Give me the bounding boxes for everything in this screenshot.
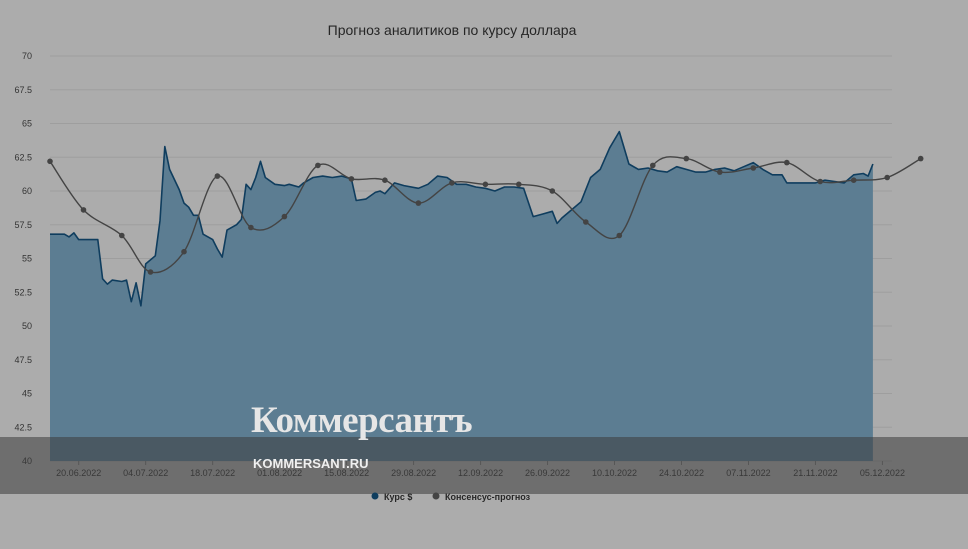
y-tick-label: 67.5 bbox=[14, 85, 32, 95]
consensus-point[interactable] bbox=[415, 200, 422, 206]
consensus-point[interactable] bbox=[750, 165, 757, 171]
consensus-point[interactable] bbox=[917, 155, 924, 162]
consensus-point[interactable] bbox=[147, 269, 154, 275]
consensus-point[interactable] bbox=[549, 188, 556, 194]
y-tick-label: 70 bbox=[22, 51, 32, 61]
consensus-point[interactable] bbox=[248, 224, 254, 231]
y-tick-label: 57.5 bbox=[14, 220, 32, 230]
y-tick-label: 52.5 bbox=[14, 287, 32, 297]
brand-logo: Коммерсантъ bbox=[251, 400, 473, 441]
consensus-point[interactable] bbox=[650, 162, 656, 169]
y-tick-label: 45 bbox=[22, 389, 32, 399]
consensus-point[interactable] bbox=[382, 177, 388, 183]
y-tick-label: 55 bbox=[22, 254, 32, 264]
consensus-point[interactable] bbox=[583, 219, 589, 225]
consensus-point[interactable] bbox=[119, 232, 125, 239]
consensus-point[interactable] bbox=[80, 207, 87, 213]
chart-title: Прогноз аналитиков по курсу доллара bbox=[328, 22, 577, 38]
brand-url[interactable]: KOMMERSANT.RU bbox=[253, 456, 369, 471]
consensus-point[interactable] bbox=[516, 181, 522, 188]
consensus-point[interactable] bbox=[817, 178, 823, 185]
series-layer bbox=[47, 130, 924, 461]
consensus-point[interactable] bbox=[449, 180, 455, 186]
consensus-point[interactable] bbox=[47, 158, 53, 165]
y-tick-label: 47.5 bbox=[14, 355, 32, 365]
consensus-point[interactable] bbox=[214, 173, 221, 179]
brand-banner bbox=[0, 437, 968, 494]
y-tick-label: 62.5 bbox=[14, 152, 32, 162]
consensus-point[interactable] bbox=[850, 177, 857, 183]
consensus-point[interactable] bbox=[616, 232, 623, 239]
series-kurs-area bbox=[50, 131, 873, 461]
y-tick-label: 42.5 bbox=[14, 422, 32, 432]
y-tick-label: 65 bbox=[22, 119, 32, 129]
consensus-point[interactable] bbox=[348, 176, 355, 182]
consensus-point[interactable] bbox=[315, 162, 321, 169]
consensus-point[interactable] bbox=[717, 169, 723, 175]
y-tick-label: 50 bbox=[22, 321, 32, 331]
consensus-point[interactable] bbox=[181, 248, 187, 255]
y-tick-label: 60 bbox=[22, 186, 32, 196]
consensus-point[interactable] bbox=[281, 213, 288, 220]
consensus-point[interactable] bbox=[784, 159, 790, 166]
series-kurs-line bbox=[50, 130, 874, 307]
consensus-point[interactable] bbox=[884, 174, 890, 181]
consensus-point[interactable] bbox=[482, 181, 489, 188]
consensus-point[interactable] bbox=[683, 155, 690, 162]
